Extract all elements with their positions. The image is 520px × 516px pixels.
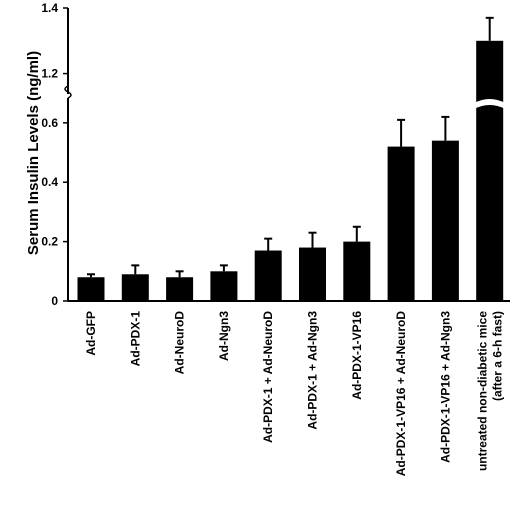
y-tick-label: 1.4: [41, 1, 58, 15]
x-category-label: untreated non-diabetic mice(after a 6-h …: [476, 311, 505, 471]
x-category-label: Ad-PDX-1 + Ad-Ngn3: [306, 311, 320, 430]
x-category-label: Ad-PDX-1 + Ad-NeuroD: [261, 311, 275, 443]
bar: [299, 247, 326, 301]
bar: [431, 140, 459, 301]
x-category-label-line: Ad-PDX-1-VP16 + Ad-NeuroD: [394, 311, 408, 477]
x-category-label-line: Ad-GFP: [84, 311, 98, 356]
x-category-label: Ad-PDX-1-VP16: [350, 311, 364, 400]
x-category-label-line: Ad-PDX-1: [128, 311, 142, 367]
bar: [254, 250, 282, 301]
y-axis-title: Serum Insulin Levels (ng/ml): [25, 51, 42, 255]
y-tick-label: 0.2: [41, 235, 58, 249]
y-tick-label: 0: [51, 294, 58, 308]
y-tick-label: 1.2: [41, 67, 58, 81]
x-category-label: Ad-PDX-1-VP16 + Ad-NeuroD: [394, 311, 408, 477]
bar: [210, 271, 238, 301]
x-category-label: Ad-PDX-1: [128, 311, 142, 367]
x-category-label-line: Ad-PDX-1 + Ad-NeuroD: [261, 311, 275, 443]
y-tick-label: 0.6: [41, 116, 58, 130]
x-category-label-line: Ad-PDX-1-VP16: [350, 311, 364, 400]
x-category-label-line: Ad-NeuroD: [173, 311, 187, 375]
x-category-label-line: (after a 6-h fast): [491, 311, 505, 401]
bar-break-gap: [474, 99, 506, 109]
bar: [166, 277, 194, 301]
y-axis-break-mark: [64, 85, 72, 99]
y-tick-label: 0.4: [41, 175, 58, 189]
bar: [77, 277, 105, 301]
x-category-label-line: Ad-PDX-1-VP16 + Ad-Ngn3: [438, 311, 452, 463]
x-category-label-line: Ad-PDX-1 + Ad-Ngn3: [306, 311, 320, 430]
x-category-label: Ad-Ngn3: [217, 311, 231, 361]
bar: [476, 40, 504, 302]
bars: [77, 16, 506, 302]
x-category-label: Ad-NeuroD: [173, 311, 187, 375]
bar: [387, 146, 415, 301]
y-ticks: 0 0.2 0.4 0.6 1.2 1.4: [41, 1, 68, 308]
x-category-label: Ad-GFP: [84, 311, 98, 356]
x-category-label: Ad-PDX-1-VP16 + Ad-Ngn3: [438, 311, 452, 463]
bar: [121, 274, 149, 301]
x-category-label-line: untreated non-diabetic mice: [476, 311, 490, 471]
bar: [343, 241, 371, 301]
x-category-labels: Ad-GFP Ad-PDX-1 Ad-NeuroD Ad-Ngn3 Ad-PDX-1 +…: [84, 311, 505, 477]
x-category-label-line: Ad-Ngn3: [217, 311, 231, 361]
